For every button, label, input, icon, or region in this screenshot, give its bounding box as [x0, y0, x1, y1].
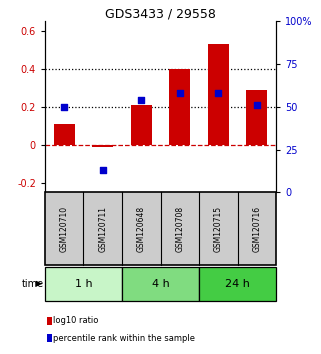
Point	[177, 90, 182, 96]
Bar	[208, 44, 229, 145]
Text: GSM120708: GSM120708	[175, 206, 184, 252]
Bar	[92, 145, 113, 147]
Bar	[54, 124, 75, 145]
Point	[100, 167, 105, 173]
Text: 4 h: 4 h	[152, 279, 169, 289]
Bar	[199, 267, 276, 301]
Bar	[169, 69, 190, 145]
Text: percentile rank within the sample: percentile rank within the sample	[53, 333, 195, 343]
Title: GDS3433 / 29558: GDS3433 / 29558	[105, 7, 216, 20]
Text: GSM120710: GSM120710	[60, 206, 69, 252]
Text: GSM120711: GSM120711	[98, 206, 107, 252]
Bar	[131, 105, 152, 145]
Bar	[122, 267, 199, 301]
Text: time: time	[22, 279, 44, 289]
Text: GSM120648: GSM120648	[137, 206, 146, 252]
Text: 24 h: 24 h	[225, 279, 250, 289]
Bar	[47, 334, 52, 342]
Bar	[246, 90, 267, 145]
Text: 1 h: 1 h	[75, 279, 92, 289]
Point	[139, 97, 144, 103]
Bar	[45, 267, 122, 301]
Point	[254, 102, 259, 108]
Text: GSM120716: GSM120716	[252, 206, 261, 252]
Point	[216, 90, 221, 96]
Bar	[47, 317, 52, 325]
Text: GSM120715: GSM120715	[214, 206, 223, 252]
Point	[62, 104, 67, 110]
Text: log10 ratio: log10 ratio	[53, 316, 99, 325]
